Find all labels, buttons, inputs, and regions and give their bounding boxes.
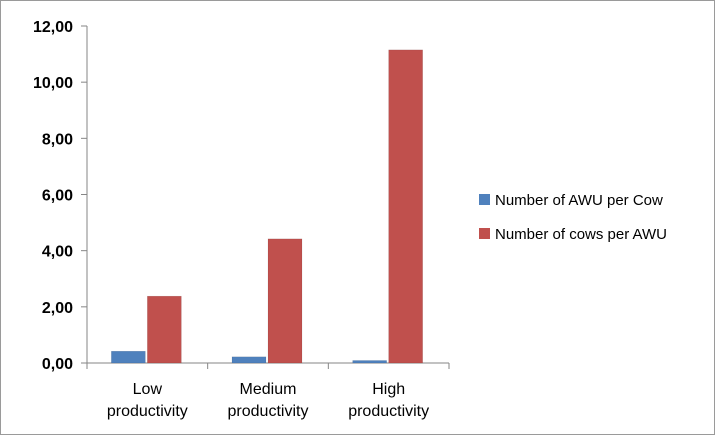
y-tick-label: 10,00 bbox=[33, 75, 73, 92]
legend-label: Number of AWU per Cow bbox=[495, 192, 663, 209]
bar-cows-per-awu bbox=[267, 238, 303, 364]
x-tick-label: productivity bbox=[348, 403, 429, 420]
bar-awu-per-cow bbox=[111, 350, 146, 364]
x-tick-label: High bbox=[372, 381, 405, 398]
x-tick-label: Low bbox=[133, 381, 163, 398]
y-tick-label: 8,00 bbox=[42, 131, 73, 148]
x-tick-label: productivity bbox=[228, 403, 309, 420]
x-tick-label: Medium bbox=[240, 381, 297, 398]
y-axis-ticks: 0,00 2,00 4,00 6,00 8,00 10,00 12,00 bbox=[33, 19, 87, 373]
bar-awu-per-cow bbox=[352, 360, 387, 364]
legend-label: Number of cows per AWU bbox=[495, 226, 667, 243]
bar-cows-per-awu bbox=[147, 295, 182, 364]
bar-cows-per-awu bbox=[388, 49, 423, 364]
y-tick-label: 12,00 bbox=[33, 19, 73, 36]
legend: Number of AWU per Cow Number of cows per … bbox=[479, 192, 667, 243]
y-tick-label: 4,00 bbox=[42, 244, 73, 261]
y-tick-label: 2,00 bbox=[42, 300, 73, 317]
legend-swatch bbox=[479, 194, 490, 205]
x-tick-label: productivity bbox=[107, 403, 188, 420]
bars bbox=[111, 49, 423, 364]
x-axis-labels: Low productivity Medium productivity High pro… bbox=[86, 363, 450, 420]
y-tick-label: 6,00 bbox=[42, 188, 73, 205]
y-tick-label: 0,00 bbox=[42, 356, 73, 373]
bar-awu-per-cow bbox=[231, 356, 267, 364]
legend-swatch bbox=[479, 228, 490, 239]
